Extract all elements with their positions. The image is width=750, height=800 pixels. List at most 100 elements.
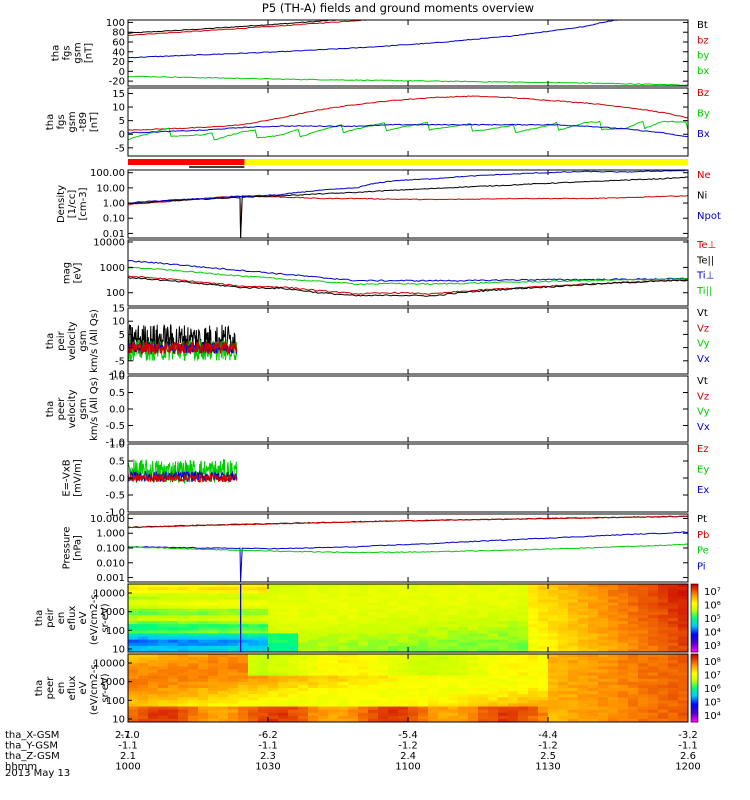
spectrogram-cell [618,697,629,701]
spectrogram-cell [298,654,309,658]
spectrogram-cell [148,660,159,664]
spectrogram-cell [488,703,499,708]
spectrogram-cell [528,608,539,613]
spectrogram-cell [218,663,229,667]
spectrogram-cell [348,633,359,638]
spectrogram-cell [618,587,629,591]
spectrogram-cell [418,684,429,689]
spectrogram-cell [588,596,599,601]
spectrogram-cell [288,718,299,722]
spectrogram-cell [178,718,189,722]
spectrogram-cell [338,675,349,680]
colorbar-step [691,607,698,610]
spectrogram-cell [648,691,659,695]
spectrogram-cell [558,669,569,674]
spectrogram-cell [488,614,499,619]
spectrogram-cell [168,681,179,686]
spectrogram-cell [318,611,329,616]
colorbar-step [691,699,698,703]
spectrogram-cell [508,642,519,647]
spectrogram-cell [178,642,189,647]
spectrogram-cell [168,624,179,628]
spectrogram-cell [138,715,149,720]
spectrogram-cell [208,621,219,625]
spectrogram-cell [508,660,519,664]
spectrogram-cell [468,715,479,720]
spectrogram-cell [278,718,289,722]
spectrogram-cell [338,590,349,594]
spectrogram-cell [268,684,279,689]
spectrogram-cell [358,590,369,594]
spectrogram-cell [578,703,589,708]
spectrogram-cell [338,605,349,610]
spectrogram-cell [298,706,309,711]
spectrogram-cell [238,596,249,601]
spectrogram-cell [248,663,259,667]
spectrogram-cell [638,611,649,616]
spectrogram-cell [458,718,469,722]
spectrogram-cell [228,669,239,674]
spectrogram-cell [518,605,529,610]
spectrogram-cell [308,672,319,677]
spectrogram-cell [448,709,459,714]
y-tick-label: -0.5 [105,421,125,432]
spectrogram-cell [458,636,469,641]
spectrogram-cell [268,654,279,658]
spectrogram-cell [438,587,449,591]
spectrogram-cell [508,596,519,601]
spectrogram-cell [498,587,509,591]
spectrogram-cell [548,700,559,705]
spectrogram-cell [428,657,439,661]
spectrogram-cell [258,669,269,674]
spectrogram-cell [238,618,249,622]
spectrogram-cell [358,618,369,622]
spectrogram-cell [548,706,559,711]
spectrogram-cell [348,684,359,689]
spectrogram-cell [588,706,599,711]
spectrogram-cell [578,697,589,701]
spectrogram-cell [508,624,519,628]
spectrogram-cell [548,596,559,601]
spectrogram-cell [618,627,629,631]
spectrogram-cell [528,627,539,631]
y-tick-label: 10000 [93,589,125,600]
spectrogram-cell [158,636,169,641]
colorbar-step [691,701,698,704]
spectrogram-cell [488,678,499,683]
spectrogram-cell [188,614,199,619]
spectrogram-cell [238,608,249,613]
spectrogram-cell [668,639,679,644]
spectrogram-cell [508,694,519,698]
y-tick-label: 0.01 [103,229,125,240]
colorbar-step [691,604,698,607]
spectrogram-cell [528,672,539,677]
spectrogram-cell [198,636,209,641]
spectrogram-cell [228,691,239,695]
spectrogram-cell [158,718,169,722]
spectrogram-cell [298,593,309,597]
spectrogram-cell [268,669,279,674]
spectrogram-cell [528,669,539,674]
spectrogram-cell [648,666,659,671]
colorbar-step [691,696,698,699]
spectrogram-cell [488,587,499,591]
spectrogram-cell [658,691,669,695]
spectrogram-cell [298,611,309,616]
spectrogram-cell [578,706,589,711]
spectrogram-cell [258,681,269,686]
spectrogram-cell [238,593,249,597]
spectrogram-cell [478,590,489,594]
spectrogram-cell [128,663,139,667]
spectrogram-cell [378,608,389,613]
spectrogram-cell [148,605,159,610]
spectrogram-cell [678,614,688,619]
spectrogram-cell [288,645,299,650]
spectrogram-cell [138,587,149,591]
spectrogram-cell [498,703,509,708]
spectrogram-cell [498,654,509,658]
spectrogram-cell [448,654,459,658]
series-line-Ex [128,469,238,483]
spectrogram-cell [518,590,529,594]
spectrogram-cell [668,709,679,714]
